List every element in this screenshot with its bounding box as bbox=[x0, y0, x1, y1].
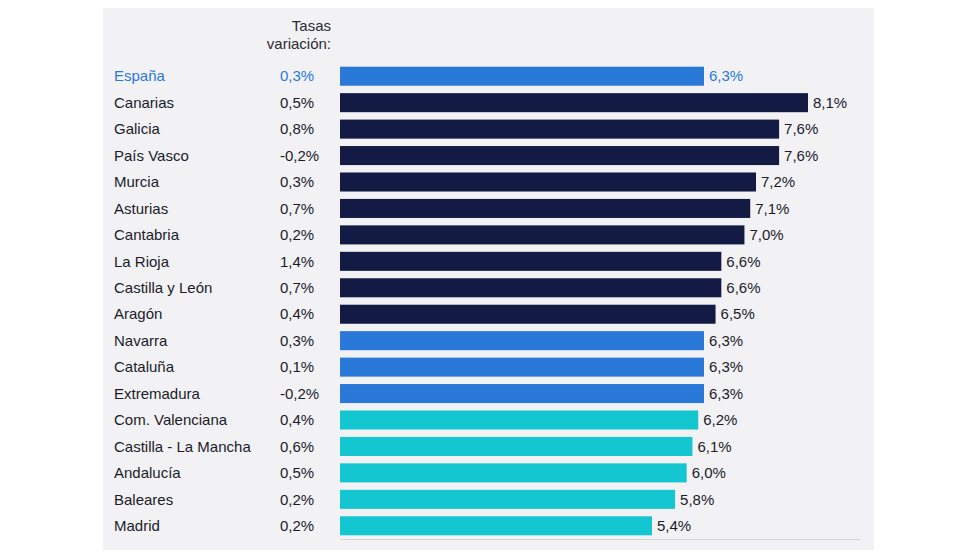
bars bbox=[340, 67, 808, 536]
category-label: Asturias bbox=[114, 200, 168, 217]
category-label: Murcia bbox=[114, 173, 160, 190]
variation-labels: 0,3% 0,5% 0,8% -0,2% 0,3% 0,7% 0,2% 1,4% 0,7% 0,4… bbox=[280, 67, 319, 534]
data-label: 8,1% bbox=[813, 94, 847, 111]
data-label: 6,1% bbox=[697, 438, 731, 455]
category-label: Castilla y León bbox=[114, 279, 212, 296]
bar bbox=[340, 305, 716, 324]
bar bbox=[340, 199, 750, 218]
variation-title: variación: bbox=[267, 35, 331, 52]
chart: 6,3% 8,1% 7,6% 7,6% 7,2% 7,1% 7,0% 6,6% 6,6% 6,5%… bbox=[0, 0, 980, 560]
variation-label: 1,4% bbox=[280, 253, 314, 270]
bar bbox=[340, 463, 687, 482]
variation-label: 0,2% bbox=[280, 226, 314, 243]
category-label: Cataluña bbox=[114, 358, 175, 375]
category-label: Extremadura bbox=[114, 385, 201, 402]
bar bbox=[340, 384, 704, 403]
variation-label: -0,2% bbox=[280, 147, 319, 164]
category-label: Galicia bbox=[114, 120, 161, 137]
panel-background bbox=[103, 8, 874, 550]
variation-label: 0,7% bbox=[280, 200, 314, 217]
x-axis-line bbox=[341, 539, 861, 540]
variation-label: 0,5% bbox=[280, 464, 314, 481]
category-label: Andalucía bbox=[114, 464, 181, 481]
category-label: Madrid bbox=[114, 517, 160, 534]
category-label: La Rioja bbox=[114, 253, 170, 270]
variation-label: 0,3% bbox=[280, 67, 314, 84]
data-label: 6,3% bbox=[709, 358, 743, 375]
variation-label: 0,8% bbox=[280, 120, 314, 137]
data-label: 6,3% bbox=[709, 385, 743, 402]
category-label: Cantabria bbox=[114, 226, 180, 243]
variation-label: 0,5% bbox=[280, 94, 314, 111]
category-labels: España Canarias Galicia País Vasco Murcia Ast… bbox=[114, 67, 251, 534]
bar bbox=[340, 225, 744, 244]
data-label: 5,8% bbox=[680, 491, 714, 508]
bar bbox=[340, 410, 698, 429]
data-label: 5,4% bbox=[657, 517, 691, 534]
bar bbox=[340, 146, 779, 165]
variation-label: 0,3% bbox=[280, 332, 314, 349]
variation-label: 0,4% bbox=[280, 411, 314, 428]
bar bbox=[340, 331, 704, 350]
variation-label: 0,1% bbox=[280, 358, 314, 375]
bar bbox=[340, 437, 692, 456]
data-label: 6,6% bbox=[726, 279, 760, 296]
bar bbox=[340, 67, 704, 86]
data-labels: 6,3% 8,1% 7,6% 7,6% 7,2% 7,1% 7,0% 6,6% 6,6% 6,5%… bbox=[657, 67, 847, 534]
bar bbox=[340, 358, 704, 377]
variation-label: 0,6% bbox=[280, 438, 314, 455]
variation-label: -0,2% bbox=[280, 385, 319, 402]
x-axis bbox=[341, 539, 861, 540]
bar bbox=[340, 490, 675, 509]
category-label: Canarias bbox=[114, 94, 174, 111]
data-label: 6,5% bbox=[721, 305, 755, 322]
bar bbox=[340, 120, 779, 139]
data-label: 6,2% bbox=[703, 411, 737, 428]
category-label: Com. Valenciana bbox=[114, 411, 228, 428]
variation-header: Tasasvariación: bbox=[267, 17, 331, 52]
variation-label: 0,4% bbox=[280, 305, 314, 322]
variation-label: 0,2% bbox=[280, 491, 314, 508]
category-label: Castilla - La Mancha bbox=[114, 438, 251, 455]
variation-label: 0,2% bbox=[280, 517, 314, 534]
bar bbox=[340, 252, 721, 271]
data-label: 7,6% bbox=[784, 147, 818, 164]
data-label: 7,6% bbox=[784, 120, 818, 137]
category-label: Aragón bbox=[114, 305, 162, 322]
category-label: País Vasco bbox=[114, 147, 189, 164]
data-label: 6,0% bbox=[692, 464, 726, 481]
category-label: Baleares bbox=[114, 491, 173, 508]
data-label: 6,3% bbox=[709, 67, 743, 84]
variation-title: Tasas bbox=[292, 17, 331, 34]
variation-label: 0,7% bbox=[280, 279, 314, 296]
data-label: 7,2% bbox=[761, 173, 795, 190]
category-label: Navarra bbox=[114, 332, 168, 349]
data-label: 6,6% bbox=[726, 253, 760, 270]
bar bbox=[340, 278, 721, 297]
category-label: España bbox=[114, 67, 166, 84]
bar bbox=[340, 516, 652, 535]
bar bbox=[340, 93, 808, 112]
data-label: 7,0% bbox=[749, 226, 783, 243]
data-label: 6,3% bbox=[709, 332, 743, 349]
data-label: 7,1% bbox=[755, 200, 789, 217]
variation-label: 0,3% bbox=[280, 173, 314, 190]
bar bbox=[340, 172, 756, 191]
